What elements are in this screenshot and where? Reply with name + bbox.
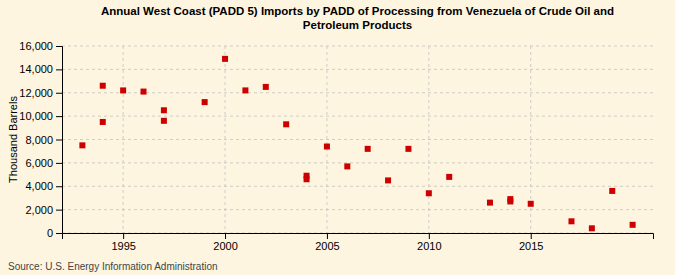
x-tick: 2000 bbox=[213, 233, 237, 252]
grid-line-y bbox=[62, 92, 653, 93]
x-tick-mark bbox=[123, 233, 124, 239]
x-tick-mark bbox=[429, 233, 430, 239]
source: Source: U.S. Energy Information Administ… bbox=[8, 261, 218, 272]
point bbox=[324, 144, 330, 150]
grid-line-y bbox=[62, 162, 653, 163]
x-tick-label: 2000 bbox=[213, 240, 237, 252]
y-tick-mark bbox=[56, 163, 62, 164]
point bbox=[630, 222, 636, 228]
x-tick: 2005 bbox=[315, 233, 339, 252]
point bbox=[120, 87, 126, 93]
point bbox=[100, 83, 106, 89]
y-tick: 6,000 bbox=[25, 157, 62, 169]
x-tick: 2010 bbox=[417, 233, 441, 252]
x-tick-mark bbox=[225, 233, 226, 239]
title: Annual West Coast (PADD 5) Imports by PA… bbox=[101, 5, 614, 31]
point bbox=[568, 218, 574, 224]
point bbox=[283, 121, 289, 127]
points bbox=[79, 56, 635, 231]
y-tick-label: 16,000 bbox=[19, 40, 53, 52]
point bbox=[263, 84, 269, 90]
grid-line-y bbox=[62, 186, 653, 187]
x-tick-label: 2010 bbox=[417, 240, 441, 252]
y-tick-mark bbox=[56, 140, 62, 141]
grid-line-y bbox=[62, 209, 653, 210]
grid bbox=[62, 46, 653, 233]
point bbox=[426, 190, 432, 196]
grid-line-y bbox=[62, 116, 653, 117]
y-tick-mark bbox=[56, 210, 62, 211]
x-tick-mark bbox=[327, 233, 328, 239]
x-axis-line bbox=[63, 234, 654, 240]
y-tick-mark bbox=[56, 233, 62, 234]
y-tick-label: 10,000 bbox=[19, 110, 53, 122]
x-tick-label: 2015 bbox=[519, 240, 543, 252]
point bbox=[222, 56, 228, 62]
point bbox=[100, 119, 106, 125]
chart: 1995 2000 2005 2010 2015 0 2,000 4,000 6,000 8,00… bbox=[0, 0, 675, 275]
point bbox=[609, 188, 615, 194]
point bbox=[304, 176, 310, 182]
plot-area: 1995 2000 2005 2010 2015 0 2,000 4,000 6,000 8,00… bbox=[19, 40, 653, 252]
x-axis: 1995 2000 2005 2010 2015 bbox=[63, 233, 654, 252]
y-tick-mark bbox=[56, 46, 62, 47]
x-tick-mark bbox=[531, 233, 532, 239]
point bbox=[161, 118, 167, 124]
point bbox=[487, 200, 493, 206]
y-tick-label: 2,000 bbox=[25, 204, 53, 216]
y-tick-label: 8,000 bbox=[25, 134, 53, 146]
y-tick: 16,000 bbox=[19, 40, 62, 52]
y-tick: 2,000 bbox=[25, 204, 62, 216]
y-tick-label: 4,000 bbox=[25, 180, 53, 192]
y-tick: 4,000 bbox=[25, 180, 62, 192]
y-tick-mark bbox=[56, 93, 62, 94]
y-tick-mark bbox=[56, 186, 62, 187]
point bbox=[446, 174, 452, 180]
y-tick: 12,000 bbox=[19, 87, 62, 99]
y-tick-label: 14,000 bbox=[19, 63, 53, 75]
point bbox=[528, 201, 534, 207]
y-tick: 14,000 bbox=[19, 63, 62, 75]
grid-line-y bbox=[62, 46, 653, 47]
point bbox=[202, 99, 208, 105]
y-tick: 10,000 bbox=[19, 110, 62, 122]
y-axis-line bbox=[56, 47, 63, 234]
point bbox=[405, 146, 411, 152]
x-tick-label: 2005 bbox=[315, 240, 339, 252]
point bbox=[344, 163, 350, 169]
y-tick: 8,000 bbox=[25, 134, 62, 146]
y-tick-mark bbox=[56, 116, 62, 117]
point bbox=[385, 177, 391, 183]
point bbox=[79, 142, 85, 148]
y-tick: 0 bbox=[47, 227, 62, 239]
y-tick-mark bbox=[56, 69, 62, 70]
y-tick-label: 12,000 bbox=[19, 87, 53, 99]
point bbox=[242, 87, 248, 93]
grid-line-y bbox=[62, 139, 653, 140]
y-axis-title: Thousand Barrels bbox=[7, 96, 19, 183]
y-tick-label: 0 bbox=[47, 227, 53, 239]
grid-line-y bbox=[62, 69, 653, 70]
y-axis: 0 2,000 4,000 6,000 8,000 10,000 12,000 14,000 1… bbox=[19, 40, 62, 239]
point bbox=[589, 225, 595, 231]
point bbox=[141, 89, 147, 95]
point bbox=[161, 107, 167, 113]
x-tick-label: 1995 bbox=[111, 240, 135, 252]
x-tick: 2015 bbox=[519, 233, 543, 252]
point bbox=[507, 196, 513, 202]
x-tick: 1995 bbox=[111, 233, 135, 252]
point bbox=[365, 146, 371, 152]
y-tick-label: 6,000 bbox=[25, 157, 53, 169]
